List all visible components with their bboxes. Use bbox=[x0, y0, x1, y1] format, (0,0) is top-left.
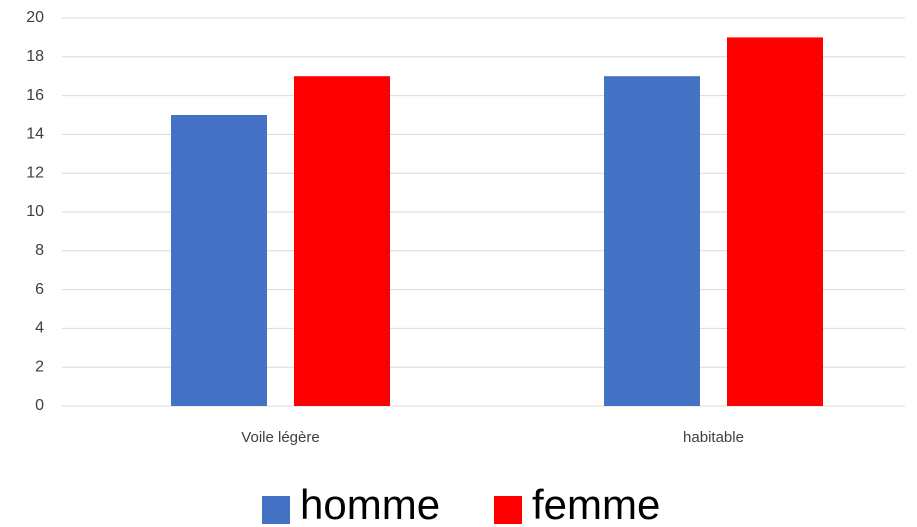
y-tick-label: 16 bbox=[26, 87, 44, 104]
legend-swatch bbox=[494, 496, 522, 524]
bar bbox=[294, 76, 390, 406]
x-tick-label: Voile légère bbox=[241, 429, 319, 446]
y-tick-label: 4 bbox=[35, 320, 44, 337]
legend-label: femme bbox=[532, 481, 660, 527]
y-tick-label: 14 bbox=[26, 126, 44, 143]
y-tick-label: 20 bbox=[26, 9, 44, 26]
y-tick-label: 0 bbox=[35, 397, 44, 414]
bar bbox=[727, 37, 823, 407]
y-tick-label: 6 bbox=[35, 281, 44, 298]
y-tick-label: 10 bbox=[26, 203, 44, 220]
y-tick-label: 2 bbox=[35, 358, 44, 375]
y-tick-label: 12 bbox=[26, 164, 44, 181]
legend-label: homme bbox=[300, 481, 440, 527]
y-tick-label: 8 bbox=[35, 242, 44, 259]
bar bbox=[604, 76, 700, 406]
legend-swatch bbox=[262, 496, 290, 524]
bar bbox=[171, 115, 267, 406]
x-tick-label: habitable bbox=[683, 429, 744, 446]
y-tick-label: 18 bbox=[26, 48, 44, 65]
